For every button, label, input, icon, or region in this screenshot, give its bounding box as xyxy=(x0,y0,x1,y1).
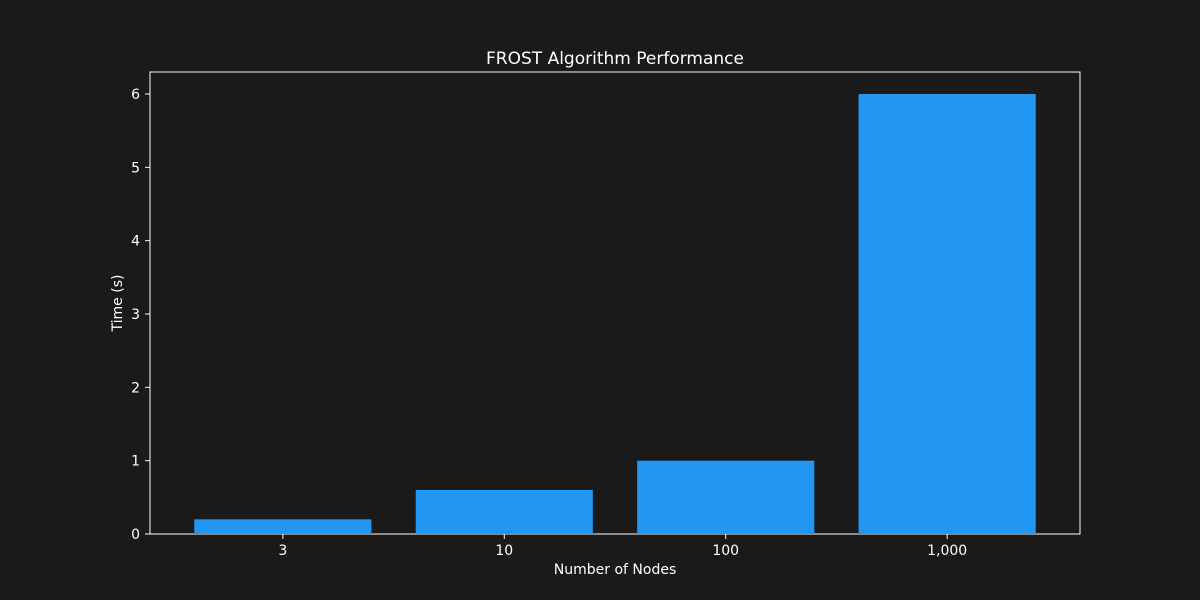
x-tick-label-0: 3 xyxy=(278,543,287,559)
y-tick-label-3: 3 xyxy=(131,307,140,323)
y-tick-label-0: 0 xyxy=(131,527,140,543)
y-tick-label-1: 1 xyxy=(131,454,140,470)
x-tick-label-1: 10 xyxy=(495,543,513,559)
bar-0 xyxy=(194,519,372,534)
y-tick-label-6: 6 xyxy=(131,87,140,103)
y-tick-label-5: 5 xyxy=(131,160,140,176)
bar-2 xyxy=(637,460,815,534)
y-axis-ticks: 0 1 2 3 4 5 6 xyxy=(131,87,150,543)
chart-title: FROST Algorithm Performance xyxy=(486,49,744,69)
y-axis-label: Time (s) xyxy=(110,275,126,333)
y-tick-label-4: 4 xyxy=(131,234,140,250)
x-tick-label-3: 1,000 xyxy=(927,543,967,559)
bar-3 xyxy=(858,94,1036,534)
plot-area-frame xyxy=(149,71,1081,535)
x-axis-label: Number of Nodes xyxy=(554,562,676,578)
x-axis-ticks: 3 10 100 1,000 xyxy=(278,534,967,559)
bar-1 xyxy=(415,490,593,534)
y-tick-label-2: 2 xyxy=(131,380,140,396)
x-tick-label-2: 100 xyxy=(712,543,739,559)
bars-group xyxy=(194,94,1036,534)
